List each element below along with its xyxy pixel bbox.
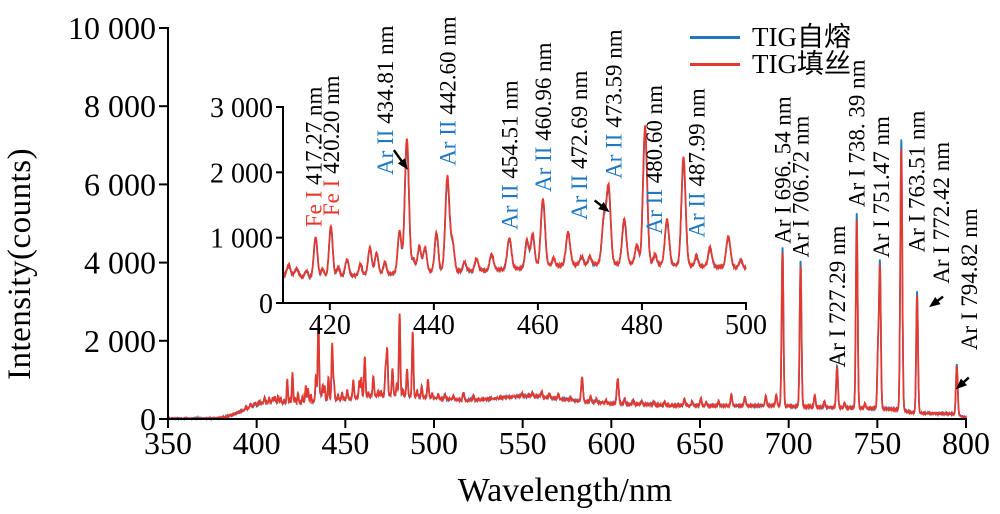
legend-label-tig-filler: TIG填丝: [752, 49, 851, 79]
main-y-tick-label: 2 000: [84, 323, 156, 359]
main-x-tick-label: 450: [321, 425, 369, 461]
legend-item-tig-autogenous: TIG自熔: [690, 24, 851, 51]
main-y-tick-label: 0: [140, 401, 156, 437]
main-curve-tig-filler: [167, 148, 967, 421]
axes: [159, 27, 967, 428]
inset-peak-label: Ar II 473.59 nm: [602, 29, 627, 179]
inset-peak-label: Fe I 417.27 nm: [302, 87, 327, 228]
main-y-tick-label: 8 000: [84, 88, 156, 124]
inset-peak-label: Ar II 454.51 nm: [497, 80, 522, 230]
main-x-tick-label: 750: [853, 425, 901, 461]
inset-x-tick-label: 440: [413, 310, 455, 341]
inset-peak-label: Ar II 460.96 nm: [531, 42, 556, 192]
legend-line-red-swatch: [690, 63, 740, 66]
inset-x-tick-label: 500: [725, 310, 767, 341]
inset-curve-tig-filler: [282, 124, 747, 281]
main-peak-label: Ar I 727.29 nm: [825, 225, 850, 367]
inset-y-tick-label: 3 000: [210, 93, 273, 124]
main-peak-label: Ar I 696. 54 nm: [771, 96, 796, 244]
inset-peak-label: Ar II 442.60 nm: [435, 16, 460, 166]
main-x-tick-label: 350: [144, 425, 192, 461]
legend-item-tig-filler: TIG填丝: [690, 51, 851, 78]
x-axis-title: Wavelength/nm: [457, 472, 673, 509]
main-peak-label: Ar I 763.51 nm: [904, 111, 929, 253]
inset-y-tick-label: 2 000: [210, 158, 273, 189]
inset-peak-label: Ar II 472.69 nm: [567, 70, 592, 220]
main-y-tick-label: 10 000: [68, 10, 156, 46]
main-x-tick-label: 700: [765, 425, 813, 461]
inset-x-tick-label: 480: [621, 310, 663, 341]
main-x-tick-label: 500: [410, 425, 458, 461]
annotation-arrow: [392, 149, 408, 170]
main-peak-label: Ar I 772.42 nm: [929, 142, 954, 284]
main-peak-label: Ar I 738. 39 nm: [845, 59, 870, 207]
annotation-arrow: [929, 295, 944, 308]
inset-peak-label: Ar II 434.81 nm: [373, 25, 398, 175]
main-peak-label: Ar I 794.82 nm: [957, 208, 982, 350]
main-x-tick-label: 600: [587, 425, 635, 461]
main-x-tick-label: 650: [676, 425, 724, 461]
inset-peak-label: Fe I 420.20 nm: [319, 75, 344, 216]
y-axis-title: Intensity(counts): [2, 147, 38, 380]
main-x-tick-label: 800: [942, 425, 990, 461]
inset-x-tick-label: 420: [309, 310, 351, 341]
main-y-tick-label: 4 000: [84, 245, 156, 281]
inset-peak-label: Ar II 487.99 nm: [685, 88, 710, 238]
legend-label-tig-autogenous: TIG自熔: [752, 22, 851, 52]
main-y-tick-label: 6 000: [84, 166, 156, 202]
inset-peak-label: Ar II 480.60 nm: [642, 85, 667, 235]
inset-y-tick-label: 0: [259, 289, 273, 320]
main-peak-label: Ar I 706.72 nm: [789, 116, 814, 258]
main-peak-label: Ar I 751.47 nm: [869, 116, 894, 258]
legend: TIG自熔 TIG填丝: [690, 24, 851, 78]
inset-x-tick-label: 460: [517, 310, 559, 341]
main-x-tick-label: 550: [499, 425, 547, 461]
legend-line-blue-swatch: [690, 36, 740, 39]
inset-y-tick-label: 1 000: [210, 224, 273, 255]
annotation-arrow: [955, 376, 970, 390]
annotation-arrow: [593, 199, 610, 213]
main-x-tick-label: 400: [233, 425, 281, 461]
